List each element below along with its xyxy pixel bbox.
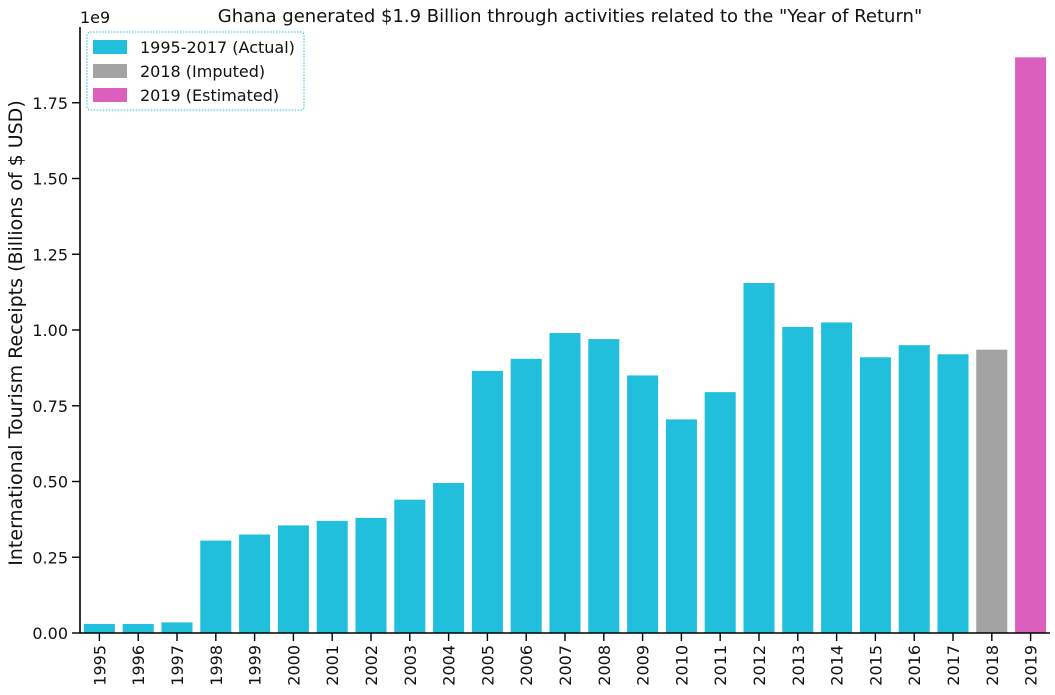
bar-2019: [1015, 57, 1047, 634]
bar-2002: [355, 517, 387, 633]
x-tick-label: 2017: [944, 645, 963, 686]
legend-swatch-imputed: [93, 64, 127, 78]
bar-2011: [704, 392, 736, 633]
x-tick-label: 1999: [246, 645, 265, 686]
bar-2013: [782, 326, 814, 633]
legend-label-imputed: 2018 (Imputed): [140, 62, 265, 81]
y-tick-label: 1.50: [32, 170, 68, 189]
x-tick-label: 2015: [866, 645, 885, 686]
y-axis-offset-text: 1e9: [80, 8, 110, 27]
bar-2005: [471, 370, 503, 633]
x-tick-label: 2006: [517, 645, 536, 686]
bar-1995: [83, 623, 115, 633]
x-tick-label: 2008: [595, 645, 614, 686]
bar-1997: [161, 622, 193, 633]
x-tick-label: 2011: [711, 645, 730, 686]
x-tick-label: 2007: [556, 645, 575, 686]
legend-label-actual: 1995-2017 (Actual): [140, 38, 295, 57]
bar-2018: [976, 349, 1008, 633]
y-tick-label: 0.50: [32, 473, 68, 492]
y-tick-label: 0.75: [32, 397, 68, 416]
legend-swatch-actual: [93, 40, 127, 54]
x-tick-label: 2001: [323, 645, 342, 686]
x-tick-label: 2009: [634, 645, 653, 686]
bar-1998: [200, 540, 232, 633]
y-tick-label: 0.00: [32, 624, 68, 643]
x-tick-label: 2010: [672, 645, 691, 686]
x-tick-label: 2000: [284, 645, 303, 686]
x-tick-label: 1995: [90, 645, 109, 686]
legend-swatch-estimated: [93, 88, 127, 102]
y-axis-ticks: 0.00 0.25 0.50 0.75 1.00 1.25 1.50 1.75: [32, 94, 80, 643]
bar-2015: [859, 357, 891, 633]
bar-2009: [627, 375, 659, 633]
x-tick-label: 2003: [401, 645, 420, 686]
bar-2003: [394, 499, 426, 633]
y-tick-label: 1.00: [32, 321, 68, 340]
y-tick-label: 1.25: [32, 245, 68, 264]
bar-2007: [549, 333, 581, 633]
bar-2016: [898, 345, 930, 633]
x-tick-label: 2013: [789, 645, 808, 686]
bar-2017: [937, 354, 969, 633]
bar-1996: [122, 623, 154, 633]
x-tick-label: 2018: [983, 645, 1002, 686]
bars-group: [83, 57, 1047, 634]
y-axis-title: International Tourism Receipts (Billions…: [5, 100, 27, 565]
x-tick-label: 2014: [828, 645, 847, 686]
x-tick-label: 2019: [1022, 645, 1041, 686]
bar-2012: [743, 283, 775, 633]
bar-1999: [239, 534, 271, 633]
x-axis-ticks: 1995 1996 1997 1998 1999 2000 2001 2002 2003 2004…: [90, 633, 1041, 686]
bar-2006: [510, 358, 542, 633]
x-tick-label: 2016: [905, 645, 924, 686]
x-tick-label: 1998: [207, 645, 226, 686]
bar-2014: [821, 322, 853, 633]
bar-2004: [433, 483, 465, 633]
bar-2000: [277, 525, 309, 633]
y-tick-label: 0.25: [32, 548, 68, 567]
x-tick-label: 2004: [440, 645, 459, 686]
x-tick-label: 2002: [362, 645, 381, 686]
bar-2001: [316, 520, 348, 633]
legend-frame: [86, 31, 305, 111]
legend-label-estimated: 2019 (Estimated): [140, 86, 279, 105]
bar-2008: [588, 339, 620, 633]
x-tick-label: 1997: [168, 645, 187, 686]
chart-title: Ghana generated $1.9 Billion through act…: [218, 6, 923, 27]
x-tick-label: 2005: [478, 645, 497, 686]
bar-2010: [665, 419, 697, 633]
y-tick-label: 1.75: [32, 94, 68, 113]
legend: 1995-2017 (Actual) 2018 (Imputed) 2019 (Es…: [86, 31, 305, 111]
x-tick-label: 1996: [129, 645, 148, 686]
x-tick-label: 2012: [750, 645, 769, 686]
